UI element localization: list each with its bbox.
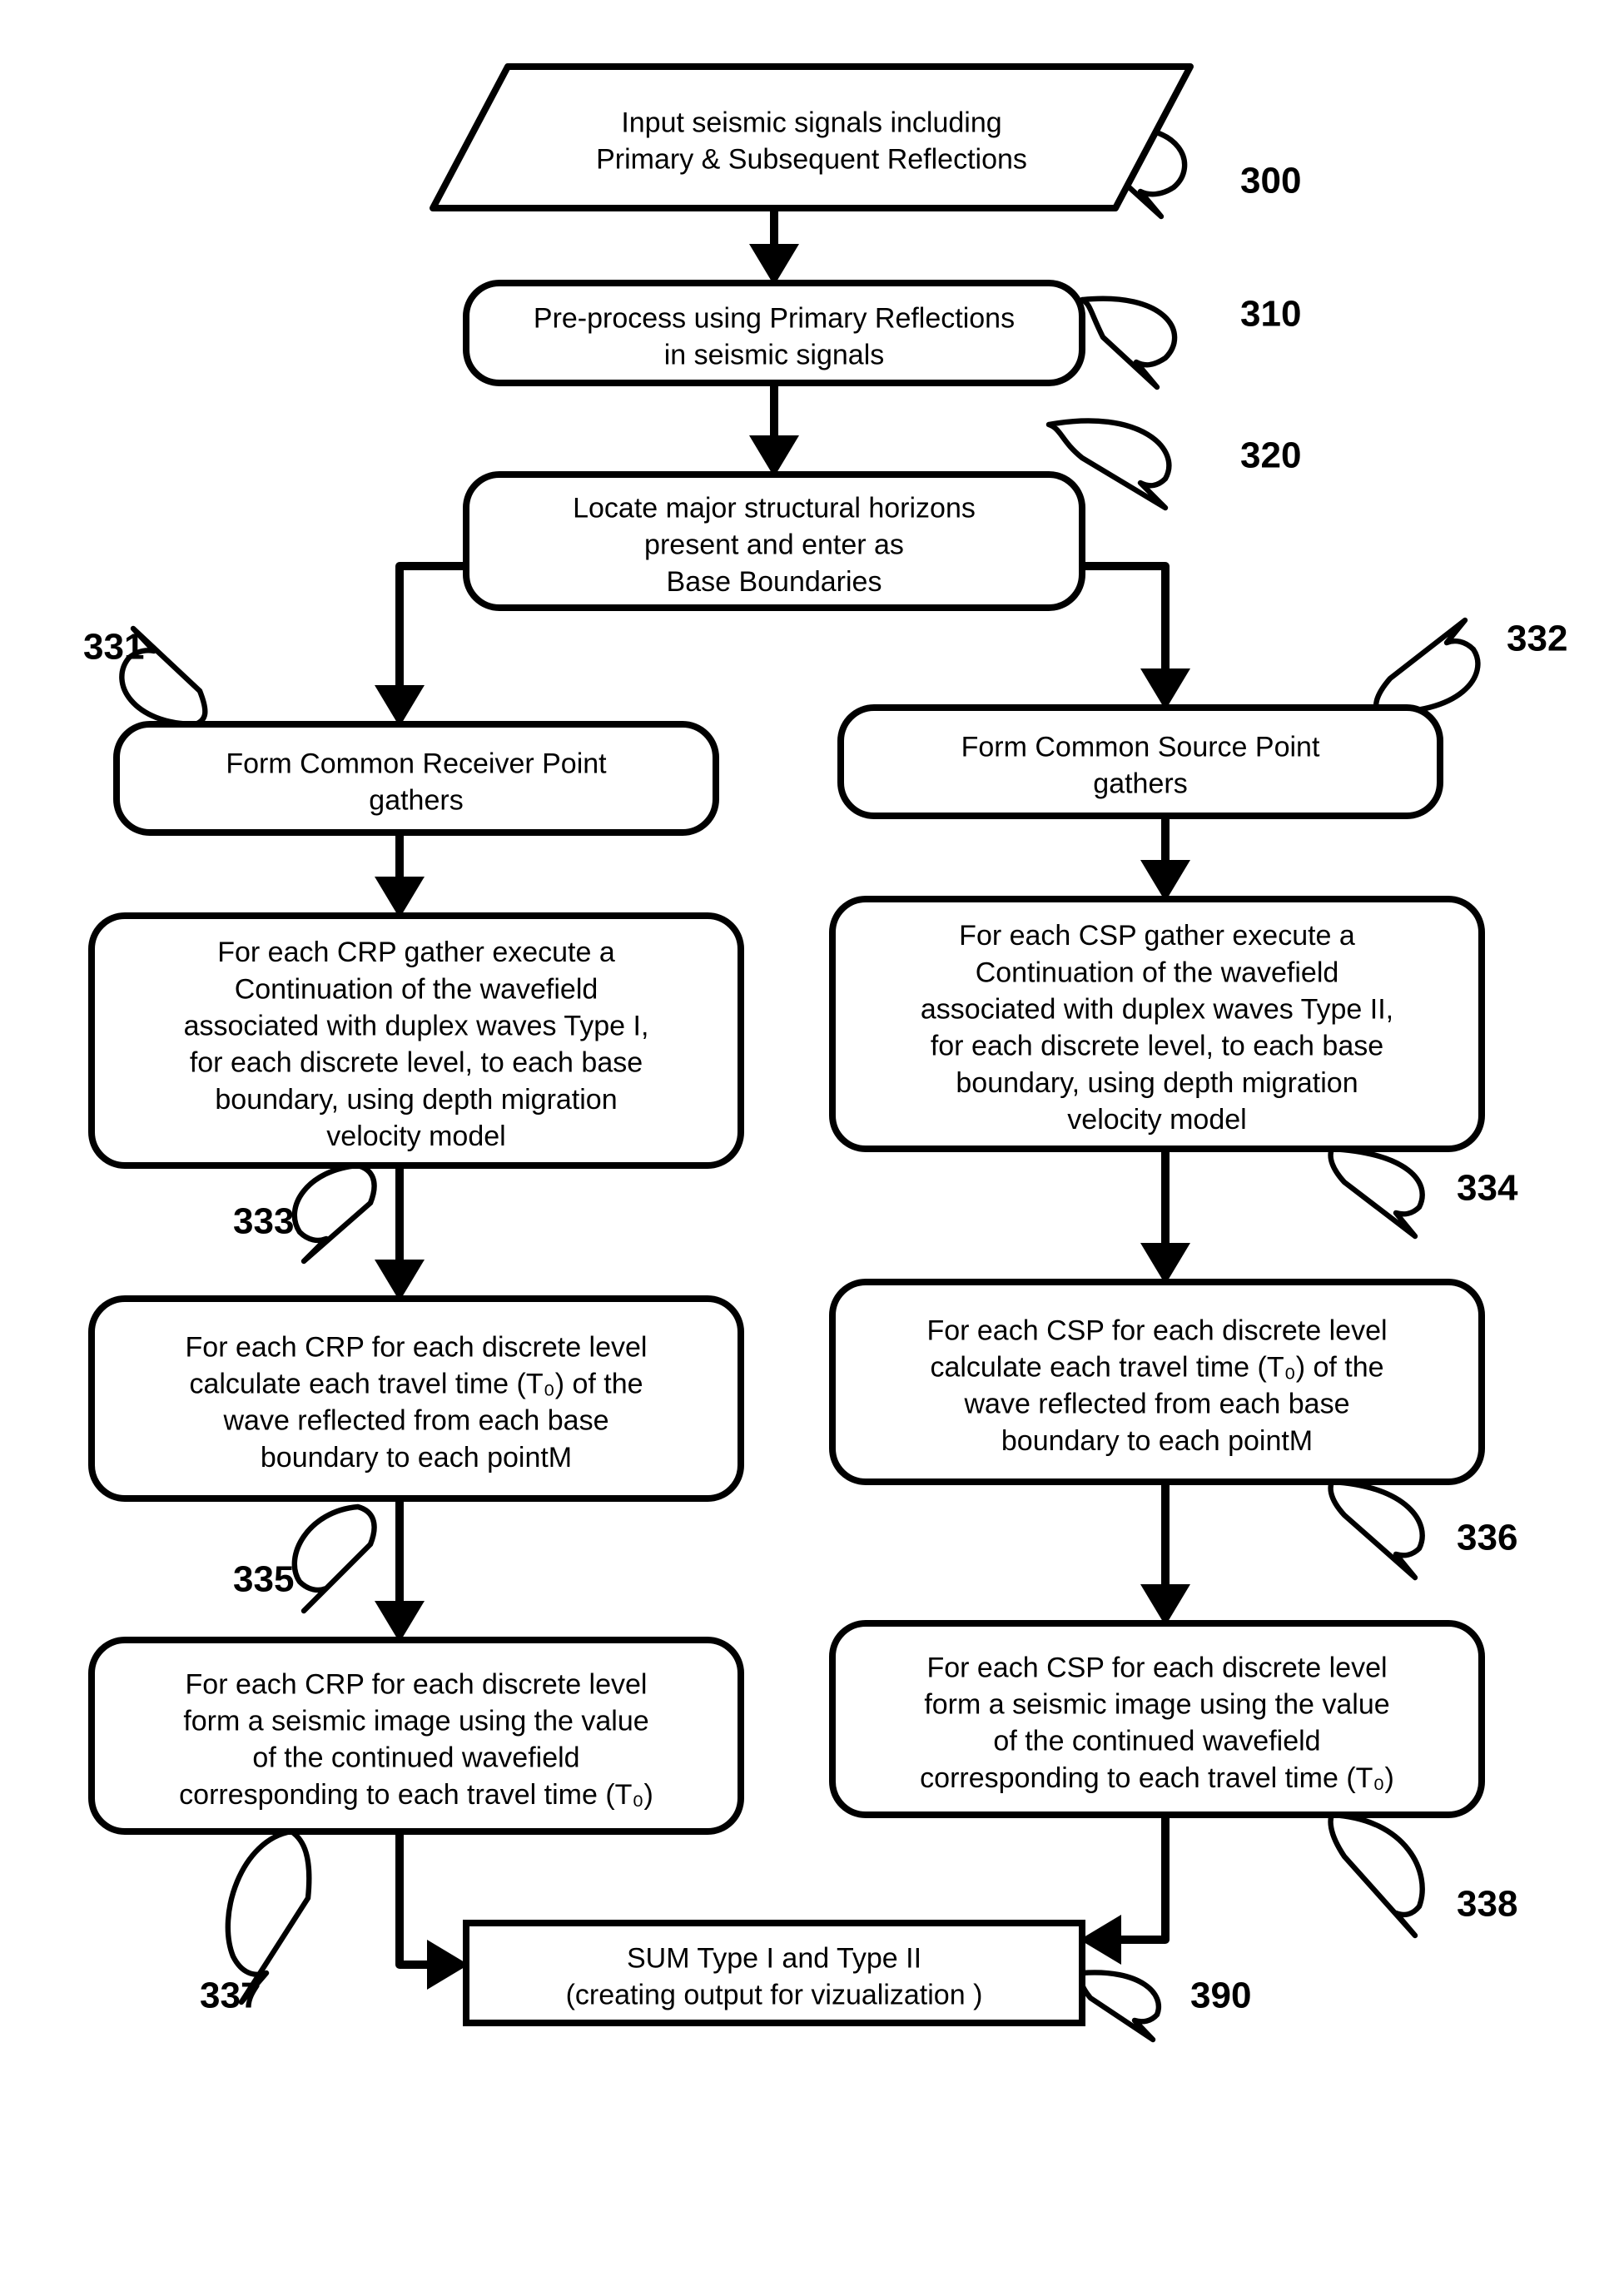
ref-label-337: 337 [200, 1975, 261, 2016]
node-text: present and enter as [644, 529, 904, 561]
ref-label-320: 320 [1240, 435, 1301, 476]
node-n300: Input seismic signals including Primary &… [433, 67, 1190, 208]
callout-l333 [295, 1165, 375, 1261]
node-text: For each CSP gather execute a [959, 920, 1355, 952]
node-text: For each CRP for each discrete level [186, 1668, 648, 1700]
callout-l338 [1331, 1815, 1423, 1936]
ref-label-300: 300 [1240, 161, 1301, 201]
node-n337: For each CRP for each discrete level form… [92, 1640, 741, 1831]
callout-l332 [1376, 620, 1477, 712]
node-text: Primary & Subsequent Reflections [596, 144, 1027, 176]
callout-l335 [295, 1507, 375, 1611]
edge-2 [400, 566, 466, 720]
node-text: Pre-process using Primary Reflections [534, 303, 1015, 335]
node-text: boundary to each pointM [261, 1442, 572, 1473]
node-text: velocity model [326, 1121, 505, 1152]
node-n334: For each CSP gather execute a Continuatio… [832, 899, 1482, 1149]
callout-l390 [1080, 1972, 1159, 2040]
ref-label-333: 333 [233, 1201, 294, 1242]
node-n333: For each CRP gather execute a Continuatio… [92, 916, 741, 1165]
node-text: Form Common Source Point [961, 732, 1320, 763]
node-text: form a seismic image using the value [924, 1689, 1389, 1721]
node-text: Form Common Receiver Point [226, 748, 607, 780]
node-n338: For each CSP for each discrete level form… [832, 1623, 1482, 1815]
node-text: Base Boundaries [667, 566, 882, 598]
node-n390: SUM Type I and Type II (creating output f… [466, 1923, 1082, 2023]
edge-11 [1086, 1815, 1165, 1940]
node-text: For each CSP for each discrete level [926, 1652, 1387, 1683]
ref-label-336: 336 [1457, 1518, 1517, 1558]
node-n336: For each CSP for each discrete level calc… [832, 1282, 1482, 1482]
callout-l336 [1331, 1482, 1423, 1578]
node-text: Continuation of the wavefield [235, 973, 598, 1005]
node-text: calculate each travel time (T₀) of the [189, 1369, 643, 1400]
node-text: gathers [369, 785, 463, 817]
ref-label-334: 334 [1457, 1168, 1518, 1209]
node-text: Locate major structural horizons [573, 492, 976, 524]
node-text: (creating output for vizualization ) [566, 1980, 983, 2011]
node-text: calculate each travel time (T₀) of the [930, 1352, 1383, 1384]
node-text: corresponding to each travel time (T₀) [179, 1779, 653, 1811]
ref-label-331: 331 [83, 627, 144, 668]
callout-l334 [1331, 1149, 1423, 1236]
ref-label-335: 335 [233, 1559, 294, 1600]
node-text: form a seismic image using the value [183, 1706, 648, 1737]
nodes-layer: Input seismic signals including Primary &… [92, 67, 1482, 2023]
node-n310: Pre-process using Primary Reflections in … [466, 283, 1082, 383]
node-text: Input seismic signals including [621, 107, 1001, 139]
ref-label-390: 390 [1190, 1975, 1251, 2016]
node-text: SUM Type I and Type II [627, 1943, 921, 1975]
node-text: wave reflected from each base [963, 1389, 1349, 1420]
ref-label-338: 338 [1457, 1884, 1517, 1925]
ref-label-332: 332 [1507, 619, 1567, 659]
node-text: For each CRP for each discrete level [186, 1331, 648, 1363]
node-text: For each CSP for each discrete level [926, 1314, 1387, 1346]
node-text: associated with duplex waves Type II, [921, 994, 1393, 1026]
node-text: Continuation of the wavefield [976, 957, 1339, 988]
node-text: velocity model [1067, 1104, 1246, 1136]
node-n331: Form Common Receiver Point gathers [117, 724, 716, 832]
node-n320: Locate major structural horizons present … [466, 475, 1082, 608]
node-text: corresponding to each travel time (T₀) [920, 1762, 1394, 1794]
ref-label-310: 310 [1240, 294, 1301, 335]
node-n335: For each CRP for each discrete level calc… [92, 1299, 741, 1498]
node-text: wave reflected from each base [222, 1405, 608, 1437]
edge-10 [400, 1831, 462, 1965]
node-text: For each CRP gather execute a [217, 937, 615, 968]
node-text: boundary, using depth migration [956, 1067, 1358, 1099]
node-text: for each discrete level, to each base [190, 1047, 643, 1079]
node-text: in seismic signals [664, 340, 885, 371]
node-text: boundary, using depth migration [215, 1084, 617, 1116]
node-text: gathers [1093, 768, 1187, 800]
node-text: of the continued wavefield [993, 1726, 1320, 1757]
edge-3 [1082, 566, 1165, 703]
node-text: for each discrete level, to each base [931, 1031, 1383, 1062]
node-n332: Form Common Source Point gathers [841, 708, 1440, 816]
node-text: boundary to each pointM [1001, 1425, 1313, 1457]
callout-l310 [1082, 299, 1175, 387]
flowchart-canvas: Input seismic signals including Primary &… [0, 0, 1624, 2291]
node-text: associated with duplex waves Type I, [184, 1011, 649, 1042]
node-text: of the continued wavefield [252, 1742, 579, 1774]
